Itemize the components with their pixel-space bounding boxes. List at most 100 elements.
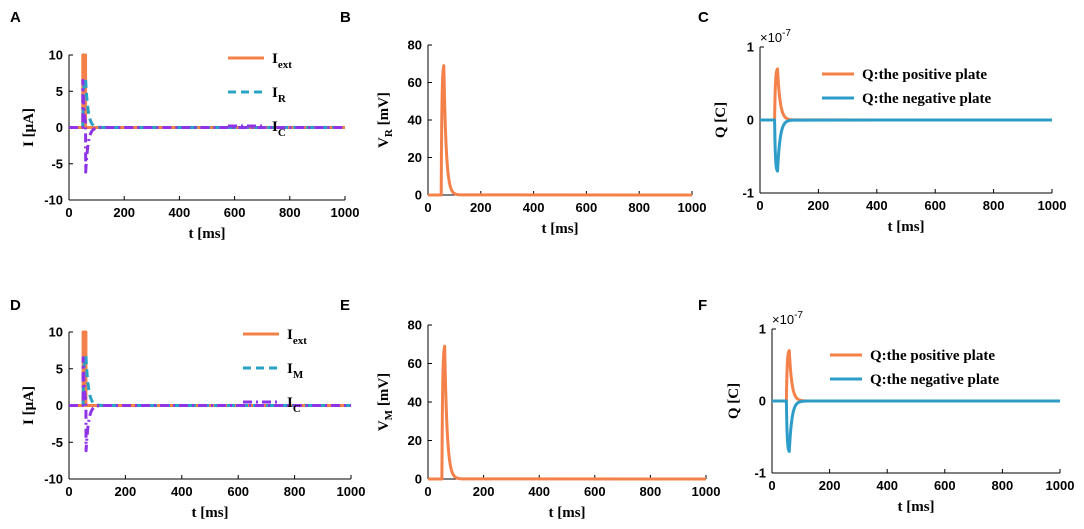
panel-letter: E [340,297,350,314]
y-tick-label: 5 [56,84,63,99]
x-tick-label: 600 [934,478,956,493]
x-tick-label: 400 [528,484,550,499]
legend-entry-1: Q:the negative plate [862,91,991,107]
x-tick-label: 600 [224,205,246,220]
x-tick-label: 600 [576,200,598,215]
y-axis-label: VM [mV] [376,373,395,431]
y-tick-label: 0 [56,398,63,413]
panel-e: E 0 200 400 600 800 1000 0 20 40 60 80 t [ms] VM [mV] [340,297,720,521]
panel-letter: B [340,9,351,26]
x-tick-label: 1000 [1038,198,1067,213]
panel-letter: D [10,297,21,314]
x-tick-label: 0 [65,205,72,220]
legend-entry-0: Iext [272,51,292,71]
series-line-1 [772,399,1060,453]
x-tick-label: 800 [992,478,1014,493]
x-axis-label: t [ms] [887,219,924,235]
x-axis-label: t [ms] [548,505,585,521]
legend-entry-2: IC [272,119,286,139]
legend-entry-1: Q:the negative plate [870,372,999,388]
legend-entry-2: IC [287,395,301,415]
y-exponent: ×10-7 [760,28,791,45]
y-tick-label: 10 [49,325,63,340]
x-tick-label: 1000 [678,200,707,215]
y-axis-label: Q [C] [726,383,742,419]
y-axis-label: Q [C] [713,102,729,138]
x-axis-label: t [ms] [191,505,228,521]
y-tick-label: 80 [408,318,422,333]
y-tick-label: 1 [747,40,754,55]
panel-a: A 0 200 400 600 800 1000 -10 -5 0 5 10 t [ms] I [μA] I… [10,9,359,242]
legend: Iext IM IC [243,327,307,415]
y-axis-label: VR [mV] [376,92,395,148]
y-tick-label: 0 [56,120,63,135]
y-tick-label: -10 [44,472,63,487]
y-tick-label: -1 [754,466,766,481]
x-axis-label: t [ms] [897,499,934,515]
y-tick-label: -5 [51,435,63,450]
y-tick-label: 20 [408,150,422,165]
x-tick-label: 0 [424,484,431,499]
series-line-0 [69,330,351,407]
x-tick-label: 800 [983,198,1005,213]
x-tick-label: 0 [65,484,72,499]
y-tick-label: 60 [408,356,422,371]
series-line-2 [69,78,345,174]
panel-b: B 0 200 400 600 800 1000 0 20 40 60 80 t [ms] VR [mV] [340,9,706,237]
x-tick-label: 1000 [1046,478,1075,493]
x-tick-label: 200 [819,478,841,493]
panel-letter: A [10,9,21,26]
x-tick-label: 200 [113,205,135,220]
series-line-0 [428,64,692,197]
y-tick-label: 60 [408,75,422,90]
y-tick-label: 40 [408,395,422,410]
x-tick-label: 400 [876,478,898,493]
y-tick-label: 80 [408,38,422,53]
panel-letter: F [698,297,707,314]
series-line-0 [69,53,345,129]
x-tick-label: 600 [924,198,946,213]
x-tick-label: 400 [171,484,193,499]
legend-entry-0: Q:the positive plate [862,67,987,83]
series-line-1 [69,76,345,129]
legend: Q:the positive plate Q:the negative plate [822,67,991,107]
x-tick-label: 600 [227,484,249,499]
legend: Iext IR IC [228,51,292,139]
x-axis-label: t [ms] [541,221,578,237]
y-tick-label: 0 [759,394,766,409]
y-tick-label: -10 [44,193,63,208]
y-exponent: ×10-7 [772,310,803,327]
x-tick-label: 800 [284,484,306,499]
y-tick-label: -1 [742,186,754,201]
x-tick-label: 200 [808,198,830,213]
y-tick-label: 20 [408,433,422,448]
panel-d: D 0 200 400 600 800 1000 -10 -5 0 5 10 t [ms] I [μA] I… [10,297,365,521]
x-tick-label: 400 [523,200,545,215]
x-tick-label: 200 [473,484,495,499]
y-tick-label: 40 [408,113,422,128]
x-tick-label: 400 [866,198,888,213]
x-tick-label: 0 [768,478,775,493]
y-tick-label: 0 [415,188,422,203]
x-tick-label: 200 [115,484,137,499]
legend-entry-0: Iext [287,327,307,347]
x-tick-label: 1000 [337,484,366,499]
y-axis-label: I [μA] [21,386,37,425]
x-tick-label: 1000 [692,484,721,499]
x-tick-label: 800 [640,484,662,499]
panel-letter: C [698,9,709,26]
x-tick-label: 400 [169,205,191,220]
x-axis-label: t [ms] [188,226,225,242]
x-tick-label: 0 [424,200,431,215]
y-axis-label: I [μA] [21,108,37,147]
series-line-1 [760,118,1052,173]
series-line-0 [428,344,706,481]
y-tick-label: 5 [56,361,63,376]
legend-entry-1: IM [287,361,304,381]
legend-entry-1: IR [272,85,287,105]
x-tick-label: 600 [584,484,606,499]
y-tick-label: 0 [415,472,422,487]
